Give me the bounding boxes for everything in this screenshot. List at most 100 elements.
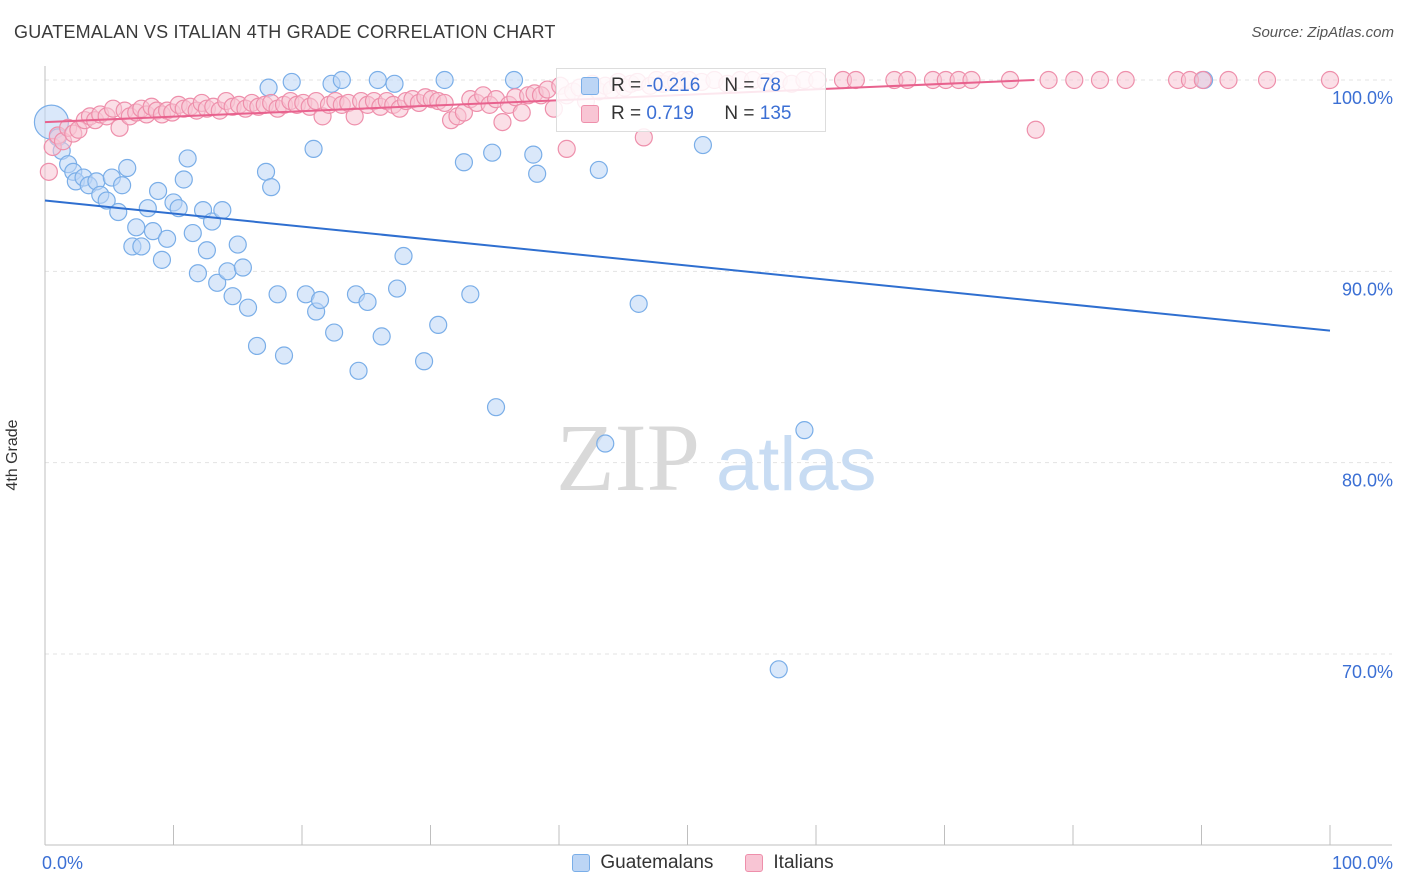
data-point — [461, 285, 480, 304]
legend-swatch-guatemalans — [572, 854, 591, 872]
data-point — [259, 78, 278, 97]
data-point — [454, 153, 474, 172]
data-point — [504, 70, 524, 90]
data-point — [368, 70, 387, 90]
data-point — [1065, 70, 1084, 90]
chart-source: Source: ZipAtlas.com — [1251, 24, 1394, 41]
r-value: -0.216 — [646, 75, 701, 96]
legend-item-italians: Italians — [745, 852, 834, 874]
data-point — [174, 170, 193, 189]
data-point — [1116, 70, 1135, 90]
data-point — [962, 70, 981, 90]
legend-item-guatemalans: Guatemalans — [572, 852, 713, 874]
stats-legend: R = -0.216 N = 78 R = 0.719 N = 135 — [556, 68, 826, 132]
data-point — [795, 421, 814, 440]
y-tick-label: 80.0% — [1342, 471, 1393, 491]
data-point — [208, 273, 227, 292]
x-tick-label: 100.0% — [1332, 853, 1393, 873]
legend-swatch-italians — [745, 854, 764, 872]
data-point — [218, 262, 237, 281]
chart-title: GUATEMALAN VS ITALIAN 4TH GRADE CORRELAT… — [14, 22, 556, 42]
data-point — [282, 72, 301, 92]
data-point — [596, 434, 615, 453]
data-point — [310, 290, 330, 310]
guatemalans-swatch — [581, 77, 599, 95]
r-label: R = — [611, 103, 642, 124]
data-point — [183, 223, 202, 243]
y-tick-label: 100.0% — [1332, 88, 1393, 108]
data-point — [178, 149, 197, 168]
data-point — [304, 139, 323, 158]
data-point — [197, 241, 217, 260]
trend-line-italians — [44, 79, 1035, 124]
data-point — [358, 292, 377, 312]
data-point — [414, 352, 434, 371]
data-point — [1193, 70, 1212, 90]
data-point — [148, 181, 168, 201]
data-point — [109, 202, 128, 222]
data-point — [524, 145, 543, 164]
legend-label-guatemalans: Guatemalans — [600, 852, 714, 873]
data-point — [118, 158, 137, 178]
x-tick-labels: 0.0% 100.0% — [42, 853, 1393, 873]
x-tick-label: 0.0% — [42, 853, 83, 873]
data-point — [528, 164, 547, 183]
data-point — [483, 143, 502, 162]
data-point — [349, 361, 368, 380]
data-point — [325, 323, 344, 342]
data-point — [387, 279, 407, 298]
data-point — [213, 201, 232, 220]
data-point — [112, 176, 132, 195]
y-tick-label: 90.0% — [1342, 279, 1393, 299]
data-point — [1026, 120, 1045, 139]
gridlines — [45, 79, 1392, 655]
n-label: N = — [724, 103, 755, 124]
data-point — [152, 250, 172, 269]
data-point — [143, 222, 163, 241]
n-label: N = — [724, 75, 755, 96]
data-point — [435, 93, 454, 113]
data-point — [693, 135, 713, 155]
data-point — [247, 336, 267, 356]
r-label: R = — [611, 75, 642, 96]
data-point — [493, 112, 512, 132]
data-point — [238, 298, 258, 317]
data-point — [1320, 70, 1340, 90]
data-point — [486, 398, 506, 417]
watermark-atlas: atlas — [716, 422, 877, 507]
data-point — [188, 264, 208, 283]
data-point — [846, 70, 865, 90]
data-point — [394, 246, 413, 266]
trend-lines — [44, 79, 1331, 332]
stats-row-italians: R = 0.719 N = 135 — [581, 102, 791, 126]
y-tick-labels: 100.0% 90.0% 80.0% 70.0% — [1332, 88, 1393, 682]
data-point — [332, 70, 351, 90]
data-points — [33, 70, 1340, 679]
watermark-zip: ZIP — [556, 404, 700, 511]
r-value: 0.719 — [646, 103, 694, 124]
data-point — [385, 74, 404, 93]
data-point — [39, 162, 58, 181]
data-point — [512, 103, 531, 122]
n-value: 135 — [759, 103, 792, 124]
data-point — [372, 327, 391, 346]
data-point — [97, 191, 116, 210]
series-guatemalans — [33, 70, 1214, 679]
data-point — [1219, 70, 1238, 90]
stats-row-guatemalans: R = -0.216 N = 78 — [581, 74, 781, 98]
data-point — [557, 139, 576, 158]
data-point — [629, 294, 648, 313]
data-point — [228, 235, 247, 254]
trend-line-guatemalans — [44, 199, 1331, 332]
series-legend: Guatemalans Italians — [0, 852, 1406, 874]
data-point — [429, 315, 448, 335]
data-point — [256, 162, 276, 181]
data-point — [157, 229, 177, 248]
data-point — [233, 258, 252, 277]
data-point — [169, 199, 188, 218]
axes — [44, 66, 1392, 846]
data-point — [1090, 70, 1110, 90]
y-tick-label: 70.0% — [1342, 662, 1393, 682]
data-point — [435, 70, 454, 90]
